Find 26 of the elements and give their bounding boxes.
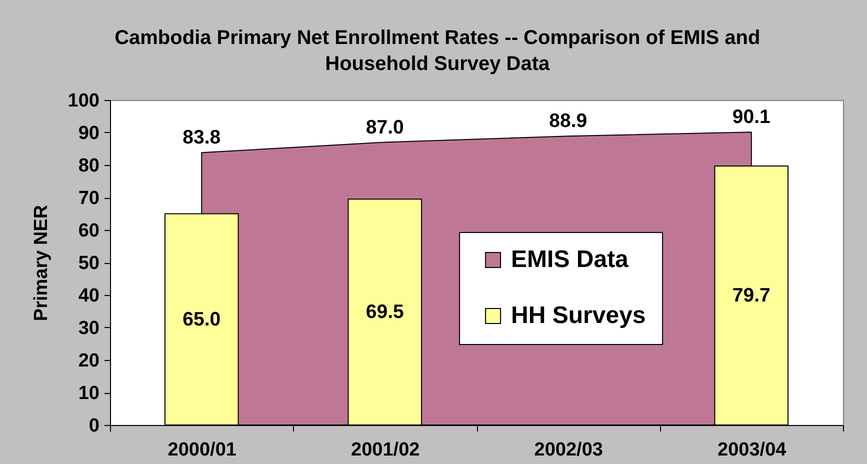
x-tick-label: 2000/01: [168, 440, 237, 460]
y-tick-label: 100: [68, 90, 100, 112]
y-tick-label: 90: [78, 123, 100, 144]
data-label: 83.8: [182, 126, 221, 149]
y-tick-label: 60: [78, 220, 100, 242]
y-tick-label: 30: [78, 318, 100, 339]
y-tick-label: 70: [78, 188, 100, 209]
legend-label: EMIS Data: [511, 246, 630, 273]
data-label: 90.1: [732, 106, 771, 128]
y-tick-label: 80: [78, 156, 100, 176]
x-tick-label: 2003/04: [718, 440, 787, 460]
y-axis-title: Primary NER: [30, 204, 52, 322]
data-label: 79.7: [732, 284, 770, 306]
data-label: 65.0: [182, 308, 221, 330]
y-tick-label: 40: [78, 286, 100, 306]
data-label: 69.5: [366, 301, 404, 324]
y-tick-label: 50: [78, 253, 100, 274]
data-label: 87.0: [366, 116, 404, 138]
chart-title: Cambodia Primary Net Enrollment Rates -- Comparison of EMIS and Household Survey Data: [114, 27, 760, 75]
data-label: 88.9: [549, 110, 588, 132]
y-tick-label: 0: [88, 416, 100, 436]
x-tick-label: 2002/03: [534, 440, 603, 460]
y-tick-label: 10: [78, 383, 100, 404]
x-tick-label: 2001/02: [351, 440, 420, 460]
legend-label: HH Surveys: [511, 302, 646, 329]
y-tick-label: 20: [78, 350, 100, 372]
